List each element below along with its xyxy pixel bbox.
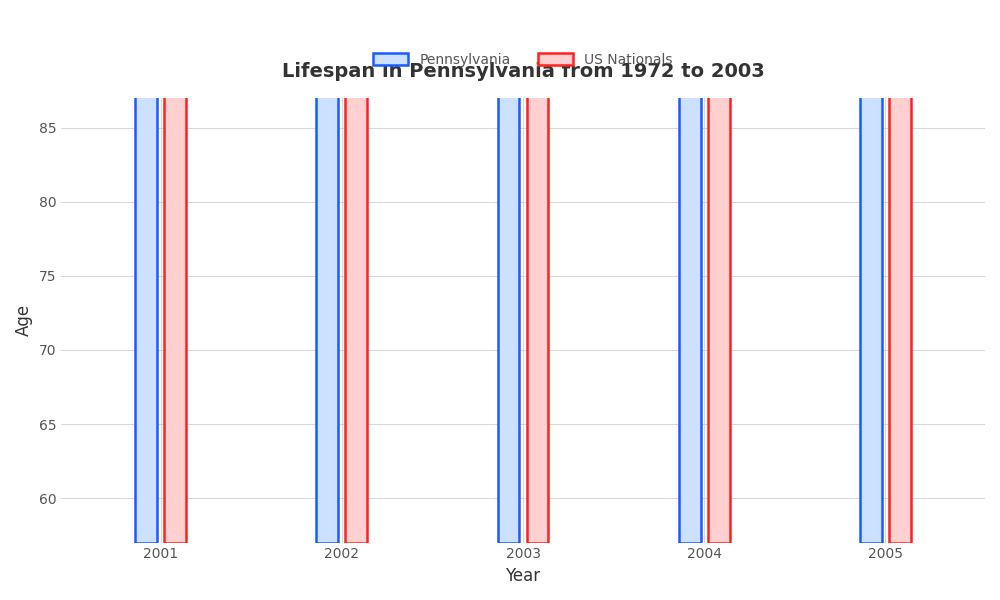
Bar bbox=[345, 0, 367, 542]
Bar bbox=[708, 0, 730, 542]
Legend: Pennsylvania, US Nationals: Pennsylvania, US Nationals bbox=[368, 47, 678, 73]
Bar bbox=[316, 0, 338, 542]
Bar bbox=[889, 0, 911, 542]
Bar bbox=[164, 0, 186, 542]
Bar bbox=[527, 0, 548, 542]
Bar bbox=[679, 0, 701, 542]
Y-axis label: Age: Age bbox=[15, 304, 33, 337]
Bar bbox=[498, 0, 519, 542]
Title: Lifespan in Pennsylvania from 1972 to 2003: Lifespan in Pennsylvania from 1972 to 20… bbox=[282, 62, 764, 81]
Bar bbox=[135, 0, 157, 542]
Bar bbox=[860, 0, 882, 542]
X-axis label: Year: Year bbox=[505, 567, 541, 585]
